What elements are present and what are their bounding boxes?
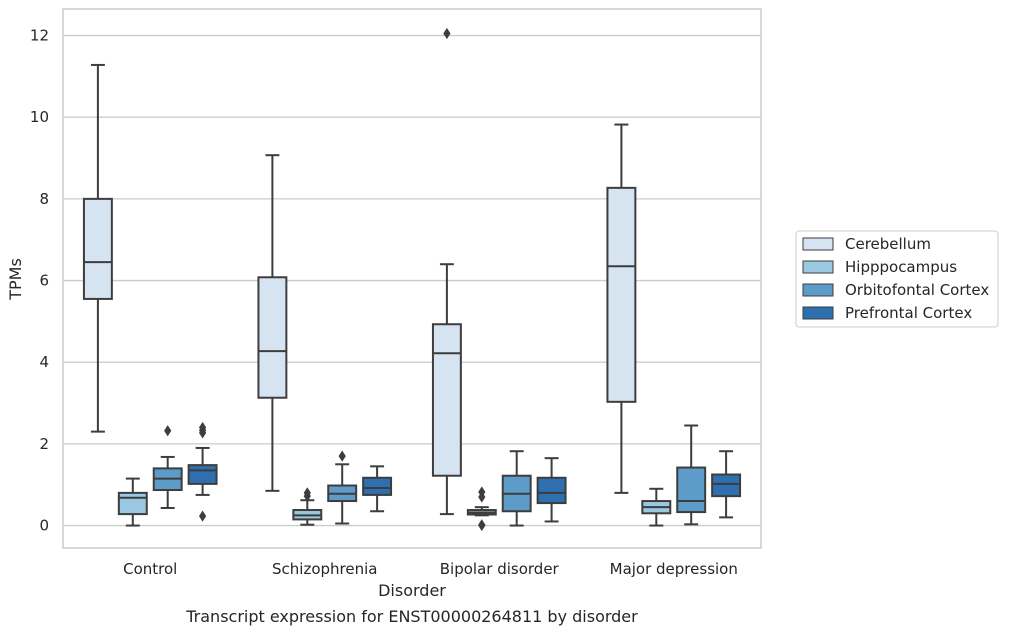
box-1-2 (466, 486, 497, 532)
y-tick-label: 2 (39, 435, 49, 453)
gridlines (63, 34, 761, 527)
y-tick-label: 6 (39, 272, 49, 290)
iqr-box (82, 197, 113, 300)
legend-label: Hipppocampus (845, 258, 957, 276)
box-0-2 (431, 27, 462, 516)
outlier-point (199, 510, 207, 522)
legend: Cerebellum Hipppocampus Orbitofontal Corte… (795, 230, 999, 328)
box-2-0 (152, 425, 183, 509)
legend-swatch (802, 260, 834, 274)
legend-label: Orbitofontal Cortex (845, 281, 989, 299)
y-tick-label: 4 (39, 353, 49, 371)
outlier-point (338, 450, 346, 462)
legend-label: Cerebellum (845, 235, 931, 253)
iqr-box (711, 473, 742, 498)
box-layer (82, 27, 742, 532)
plot-frame (62, 8, 762, 549)
figure-caption: Transcript expression for ENST0000026481… (185, 607, 638, 626)
box-3-0 (187, 421, 218, 522)
outlier-point (164, 425, 172, 437)
box-1-0 (117, 477, 148, 527)
iqr-box (676, 466, 707, 514)
y-axis-title: TPMs (6, 258, 25, 301)
iqr-box (362, 476, 393, 496)
y-tick-label: 8 (39, 190, 49, 208)
iqr-box (431, 323, 462, 477)
y-tick-label: 10 (30, 108, 49, 126)
iqr-box (536, 476, 567, 505)
box-3-1 (362, 465, 393, 513)
x-tick-label: Major depression (610, 560, 738, 578)
iqr-box (117, 491, 148, 516)
legend-swatch (802, 306, 834, 320)
box-0-1 (257, 154, 288, 492)
outlier-point (478, 519, 486, 532)
x-tick-labels: Control Schizophrenia Bipolar disorder Majo… (123, 560, 738, 578)
box-3-2 (536, 457, 567, 523)
box-2-2 (501, 450, 532, 527)
legend-swatch (802, 283, 834, 297)
outlier-point (199, 421, 207, 434)
box-1-1 (292, 487, 323, 526)
y-tick-label: 0 (39, 517, 49, 535)
outlier-point (443, 27, 451, 40)
legend-swatch (802, 237, 834, 251)
x-tick-label: Control (123, 560, 177, 578)
y-tick-label: 12 (30, 27, 49, 45)
box-2-3 (676, 424, 707, 526)
iqr-box (187, 464, 218, 485)
box-3-3 (711, 450, 742, 519)
x-tick-label: Schizophrenia (272, 560, 377, 578)
box-2-1 (327, 450, 358, 525)
legend-frame (795, 230, 999, 328)
iqr-box (257, 276, 288, 399)
box-0-0 (82, 63, 113, 433)
outlier-point (478, 486, 486, 498)
iqr-box (606, 186, 637, 403)
x-tick-label: Bipolar disorder (440, 560, 560, 578)
box-0-3 (606, 123, 637, 494)
legend-label: Prefrontal Cortex (845, 304, 972, 322)
outlier-point (303, 487, 311, 499)
y-tick-labels: 0 2 4 6 8 10 12 (30, 27, 49, 535)
x-axis-title: Disorder (378, 581, 446, 600)
box-1-3 (641, 487, 672, 527)
